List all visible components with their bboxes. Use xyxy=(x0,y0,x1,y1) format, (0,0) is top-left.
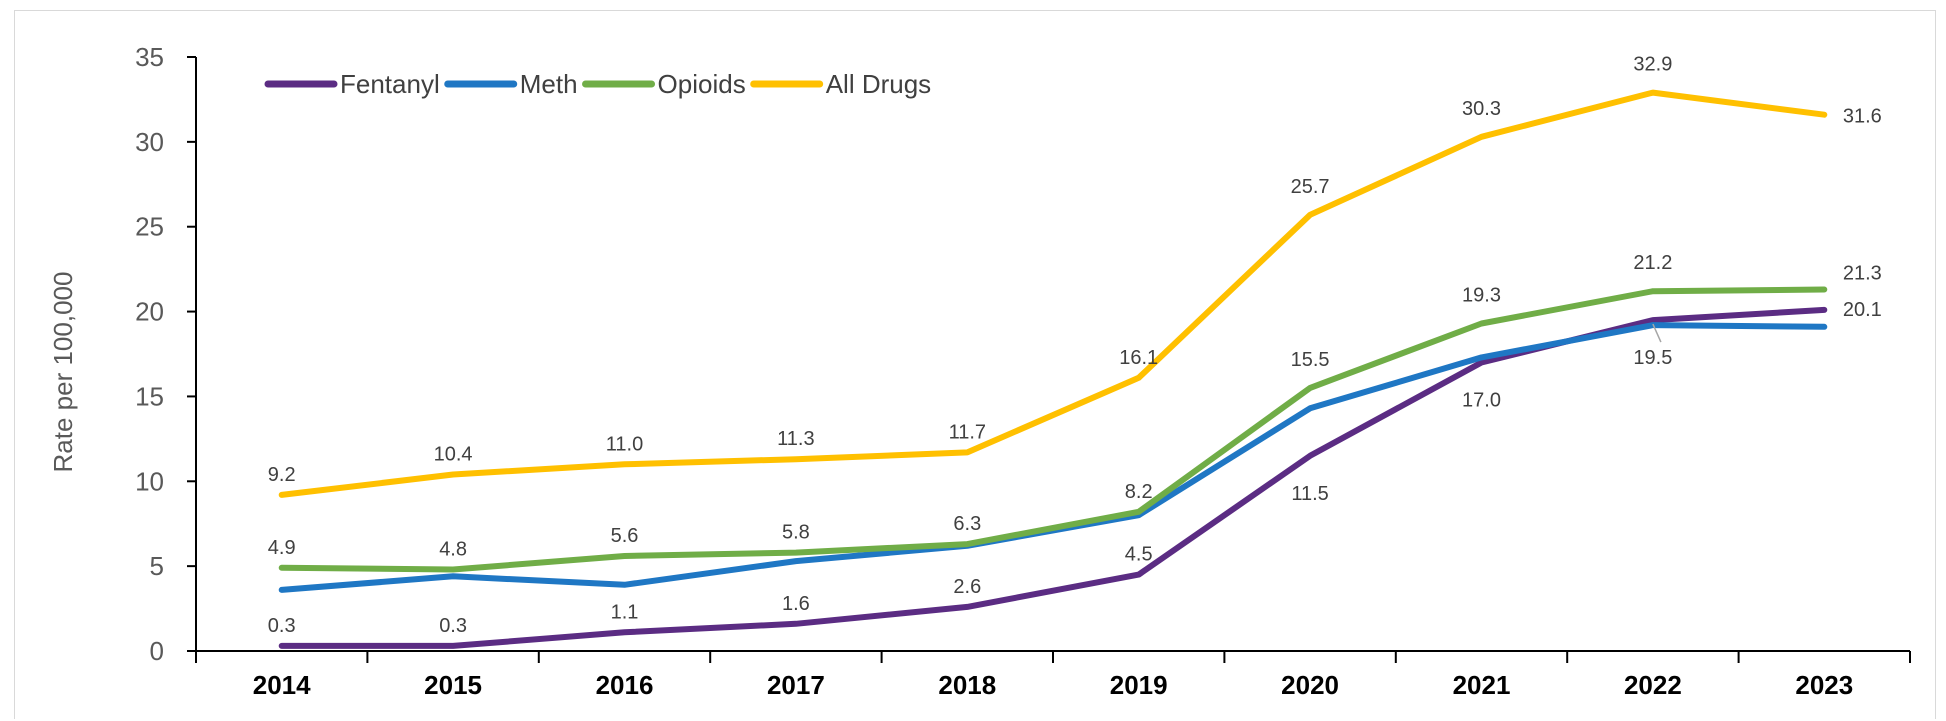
data-label-opioids: 5.6 xyxy=(611,525,639,547)
x-tick-label: 2022 xyxy=(1624,670,1682,700)
x-tick-label: 2021 xyxy=(1453,670,1511,700)
x-tick-label: 2014 xyxy=(253,670,311,700)
x-tick-label: 2017 xyxy=(767,670,825,700)
series-lines xyxy=(278,89,1828,649)
data-label-fentanyl: 2.6 xyxy=(953,576,981,598)
y-tick-label: 25 xyxy=(135,212,164,242)
data-label-fentanyl: 11.5 xyxy=(1291,483,1328,505)
data-label-fentanyl: 4.5 xyxy=(1125,544,1153,566)
data-label-all-drugs: 25.7 xyxy=(1291,176,1330,198)
data-labels: 0.3 0.3 1.1 1.6 2.6 4.5 11.5 17.0 19.5 20.1 4.9 4.8… xyxy=(268,54,1882,637)
axes: 0 5 10 15 20 25 30 35 2014 2015 2016 2017 2018 2019 20… xyxy=(48,42,1911,700)
data-label-opioids: 5.8 xyxy=(782,522,810,544)
chart-frame xyxy=(14,10,1936,719)
data-label-fentanyl: 1.1 xyxy=(611,601,639,623)
series-line-meth xyxy=(278,322,1828,593)
series-line-opioids xyxy=(278,286,1828,573)
legend: Fentanyl Meth Opioids All Drugs xyxy=(264,69,931,99)
data-label-opioids: 21.2 xyxy=(1633,252,1672,274)
data-label-all-drugs: 16.1 xyxy=(1119,347,1158,369)
data-label-all-drugs: 30.3 xyxy=(1462,98,1501,120)
series-line-fentanyl xyxy=(278,306,1828,649)
data-label-fentanyl: 0.3 xyxy=(439,615,467,637)
leader-line xyxy=(1652,323,1662,343)
data-label-opioids: 21.3 xyxy=(1843,263,1882,285)
data-label-fentanyl: 19.5 xyxy=(1633,347,1672,369)
data-label-fentanyl: 1.6 xyxy=(782,593,810,615)
x-tick-label: 2019 xyxy=(1110,670,1168,700)
data-label-all-drugs: 11.3 xyxy=(777,428,814,450)
y-tick-label: 5 xyxy=(150,551,164,581)
data-label-all-drugs: 31.6 xyxy=(1843,106,1882,128)
data-label-opioids: 4.9 xyxy=(268,537,296,559)
y-tick-label: 30 xyxy=(135,127,164,157)
legend-label: Fentanyl xyxy=(340,69,440,99)
data-label-fentanyl: 20.1 xyxy=(1843,299,1882,321)
legend-label: Meth xyxy=(520,69,578,99)
data-label-all-drugs: 10.4 xyxy=(434,443,473,465)
y-tick-label: 35 xyxy=(135,42,164,72)
x-tick-label: 2020 xyxy=(1281,670,1339,700)
data-label-opioids: 8.2 xyxy=(1125,481,1153,503)
y-axis-title: Rate per 100,000 xyxy=(48,272,78,473)
data-label-opioids: 4.8 xyxy=(439,539,467,561)
data-label-opioids: 15.5 xyxy=(1291,349,1330,371)
y-tick-label: 20 xyxy=(135,297,164,327)
data-label-fentanyl: 0.3 xyxy=(268,615,296,637)
x-tick-label: 2015 xyxy=(424,670,482,700)
series-line-all-drugs xyxy=(278,89,1828,498)
x-tick-label: 2018 xyxy=(938,670,996,700)
y-tick-label: 15 xyxy=(135,381,164,411)
data-label-all-drugs: 11.0 xyxy=(606,433,643,455)
data-label-fentanyl: 17.0 xyxy=(1462,389,1501,411)
data-label-all-drugs: 9.2 xyxy=(268,464,296,486)
data-label-all-drugs: 32.9 xyxy=(1633,54,1672,76)
y-tick-label: 10 xyxy=(135,466,164,496)
x-tick-label: 2023 xyxy=(1795,670,1853,700)
data-label-all-drugs: 11.7 xyxy=(949,421,986,443)
data-label-opioids: 6.3 xyxy=(953,513,981,535)
x-tick-label: 2016 xyxy=(596,670,654,700)
y-tick-label: 0 xyxy=(150,636,164,666)
legend-label: All Drugs xyxy=(826,69,931,99)
legend-label: Opioids xyxy=(658,69,746,99)
data-label-opioids: 19.3 xyxy=(1462,284,1501,306)
